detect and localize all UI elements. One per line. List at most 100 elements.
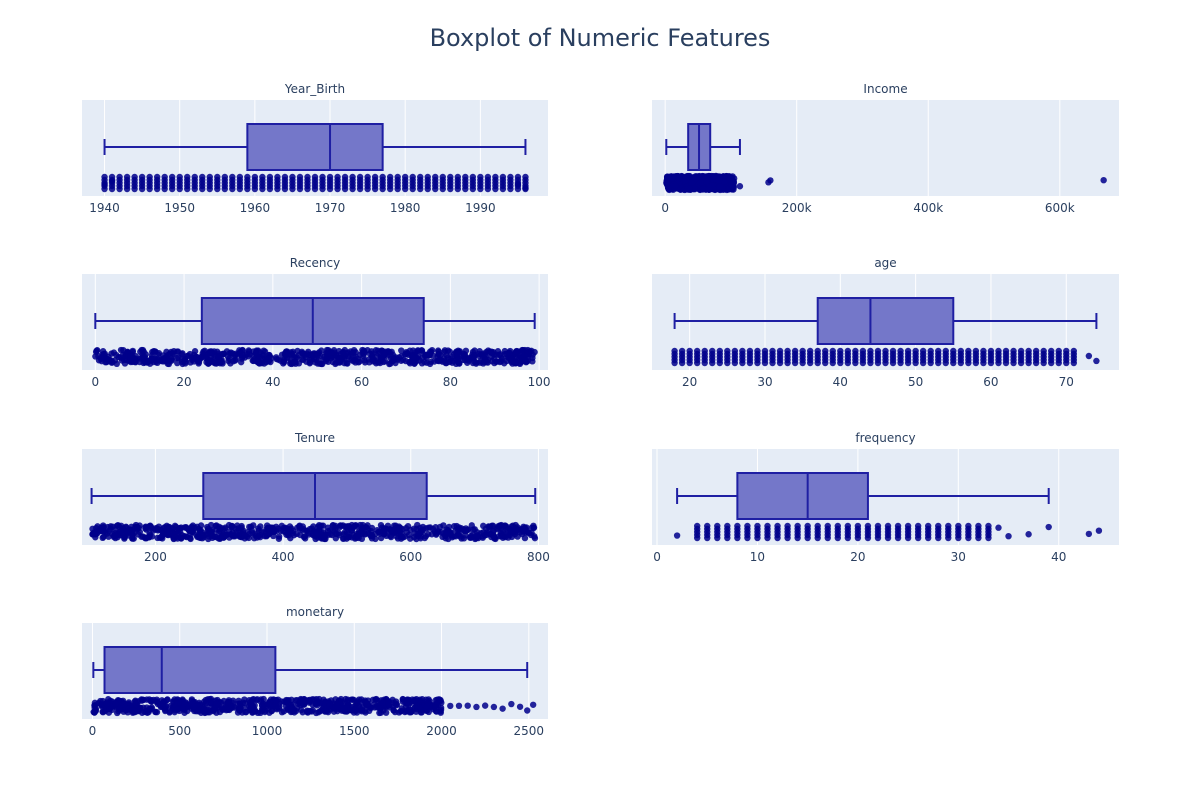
data-point <box>806 359 814 367</box>
data-point <box>1095 527 1103 534</box>
data-point <box>464 702 471 709</box>
data-point <box>219 350 226 358</box>
data-point <box>284 697 291 704</box>
data-point <box>121 700 129 708</box>
subplot-title: Recency <box>290 256 340 270</box>
data-point <box>93 524 100 532</box>
data-point <box>1025 359 1032 367</box>
data-point <box>769 359 776 367</box>
data-point <box>182 355 189 363</box>
data-point <box>1063 359 1070 367</box>
data-point <box>844 534 852 542</box>
data-point <box>501 522 508 530</box>
data-point <box>226 706 233 714</box>
data-point <box>297 697 304 704</box>
tick-label: 100 <box>528 375 551 389</box>
data-point <box>247 523 255 530</box>
data-point <box>251 185 259 193</box>
data-point <box>398 707 405 715</box>
data-point <box>324 524 332 531</box>
data-point <box>528 524 535 531</box>
data-point <box>529 701 537 708</box>
data-point <box>344 360 351 367</box>
data-point <box>499 185 507 193</box>
data-point <box>162 706 169 714</box>
tick-label: 60 <box>354 375 369 389</box>
subplot-title: age <box>874 256 896 270</box>
data-point <box>496 351 503 359</box>
data-point <box>242 708 249 716</box>
points-group <box>90 695 537 717</box>
data-point <box>296 531 304 539</box>
data-point <box>508 700 515 708</box>
data-point <box>512 359 519 367</box>
tick-label: 0 <box>661 201 669 215</box>
data-point <box>524 707 531 714</box>
data-point <box>514 526 521 534</box>
data-point <box>309 696 316 703</box>
subplot-title: Income <box>863 82 907 96</box>
data-point <box>874 534 882 542</box>
data-point <box>148 705 155 712</box>
data-point <box>278 522 286 530</box>
data-point <box>191 185 198 193</box>
data-point <box>299 523 306 530</box>
data-point <box>358 707 365 714</box>
data-point <box>279 360 287 367</box>
tick-label: 30 <box>951 550 966 564</box>
data-point <box>673 532 681 539</box>
data-point <box>236 706 244 714</box>
data-point <box>214 185 221 193</box>
data-point <box>410 525 418 532</box>
data-point <box>312 535 319 543</box>
tick-label: 30 <box>757 375 772 389</box>
data-point <box>972 359 980 367</box>
data-point <box>337 522 345 529</box>
data-point <box>405 701 412 708</box>
data-point <box>117 528 124 535</box>
data-point <box>776 359 784 367</box>
data-point <box>744 534 751 542</box>
tick-label: 1980 <box>390 201 421 215</box>
data-point <box>131 185 138 193</box>
data-point <box>426 348 434 355</box>
data-point <box>399 695 406 703</box>
tick-label: 2000 <box>426 724 457 738</box>
data-point <box>228 530 235 538</box>
data-point <box>128 707 136 714</box>
data-point <box>286 528 294 535</box>
data-point <box>340 704 348 712</box>
data-point <box>409 696 416 703</box>
data-point <box>516 703 524 710</box>
data-point <box>101 185 108 193</box>
data-point <box>184 185 191 193</box>
data-point <box>422 351 429 359</box>
data-point <box>376 530 384 537</box>
data-point <box>736 183 744 190</box>
data-point <box>355 534 362 542</box>
data-point <box>356 185 364 193</box>
data-point <box>678 359 686 367</box>
data-point <box>199 185 206 193</box>
data-point <box>402 357 410 365</box>
data-point <box>985 534 992 542</box>
data-point <box>672 182 679 189</box>
data-point <box>359 521 366 529</box>
data-point <box>491 533 498 541</box>
tick-label: 1000 <box>252 724 283 738</box>
tick-label: 400 <box>272 550 295 564</box>
data-point <box>197 528 204 535</box>
data-point <box>101 181 108 188</box>
data-point <box>99 708 106 715</box>
data-point <box>315 349 323 356</box>
data-point <box>505 528 512 535</box>
data-point <box>834 534 841 542</box>
data-point <box>348 534 356 541</box>
data-point <box>272 697 280 704</box>
subplot-year-birth: 1940 1950 1960 1970 1980 1990 Year_Birth <box>82 82 548 215</box>
data-point <box>406 347 414 354</box>
data-point <box>223 531 230 539</box>
tick-label: 80 <box>443 375 458 389</box>
data-point <box>469 185 477 193</box>
